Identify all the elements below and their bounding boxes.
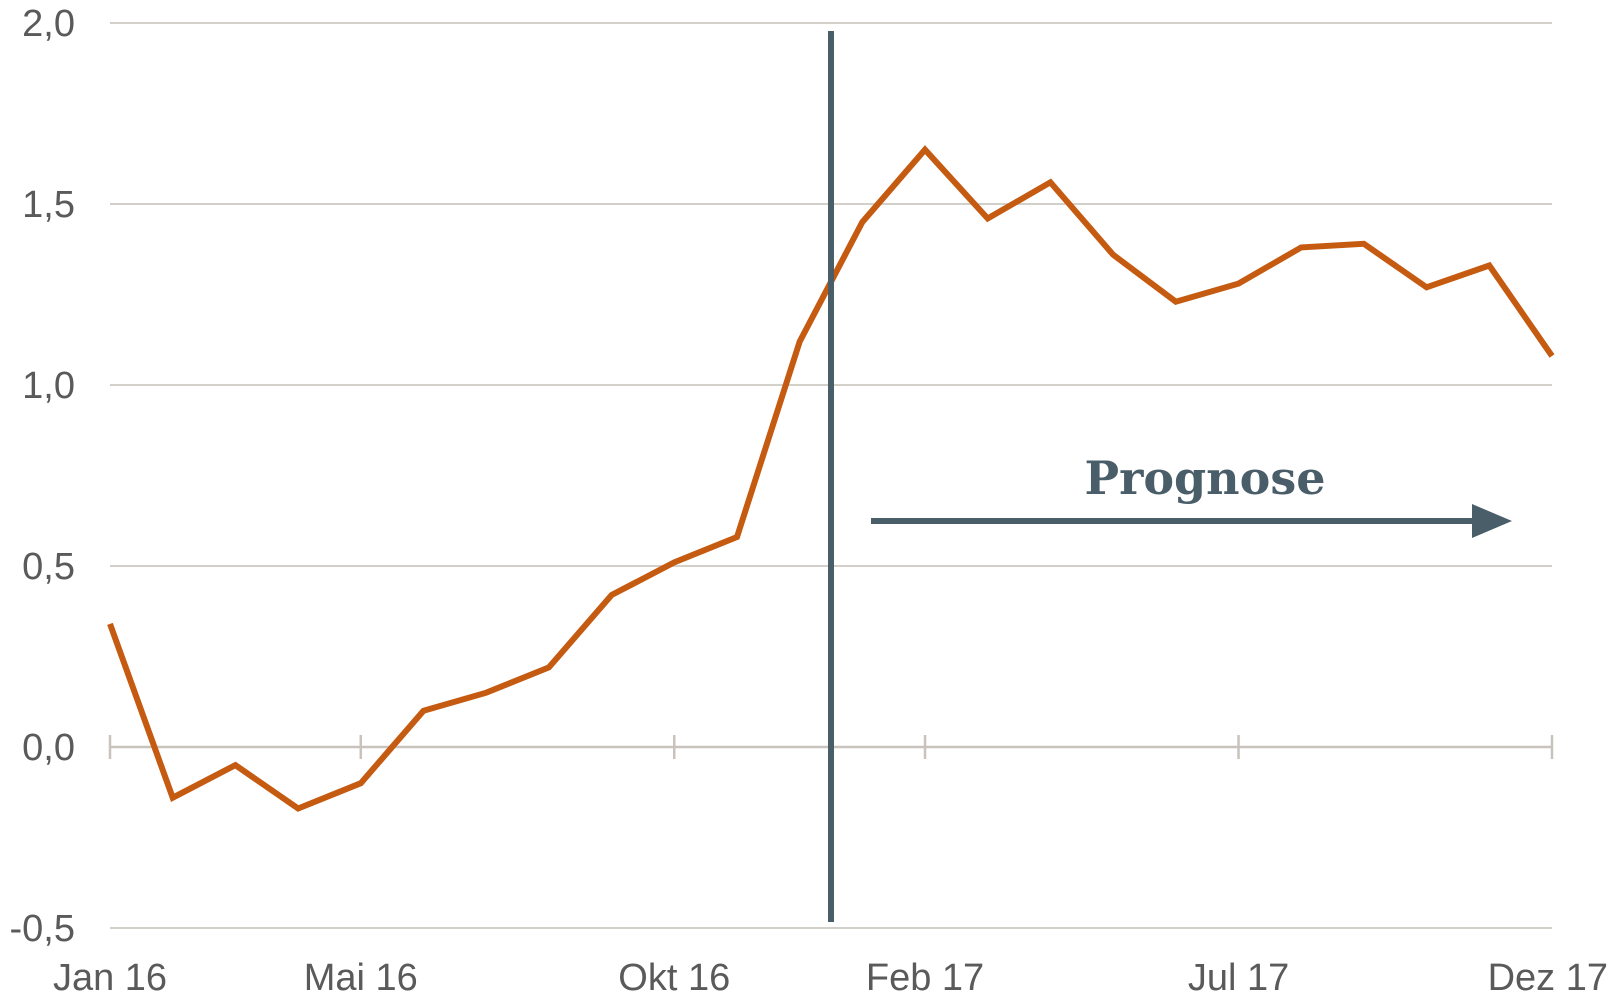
x-tick-label: Dez 17 <box>1488 957 1608 999</box>
x-tick-label: Okt 16 <box>618 957 730 999</box>
forecast-arrowhead <box>1472 504 1512 538</box>
y-tick-label: 0,5 <box>22 546 75 588</box>
y-tick-label: 1,5 <box>22 184 75 226</box>
tick-labels: -0,5 0,0 0,5 1,0 1,5 2,0 Jan 16 Mai 16 Okt 16 Feb… <box>10 3 1608 999</box>
y-tick-label: 2,0 <box>22 3 75 45</box>
y-tick-label: -0,5 <box>10 908 75 950</box>
x-tick-label: Feb 17 <box>866 957 984 999</box>
forecast-marker <box>828 31 1512 922</box>
y-tick-label: 1,0 <box>22 365 75 407</box>
y-tick-label: 0,0 <box>22 727 75 769</box>
x-tick-label: Mai 16 <box>304 957 418 999</box>
forecast-label: Prognose <box>1085 451 1326 505</box>
x-tick-label: Jan 16 <box>53 957 167 999</box>
x-tick-label: Jul 17 <box>1188 957 1289 999</box>
